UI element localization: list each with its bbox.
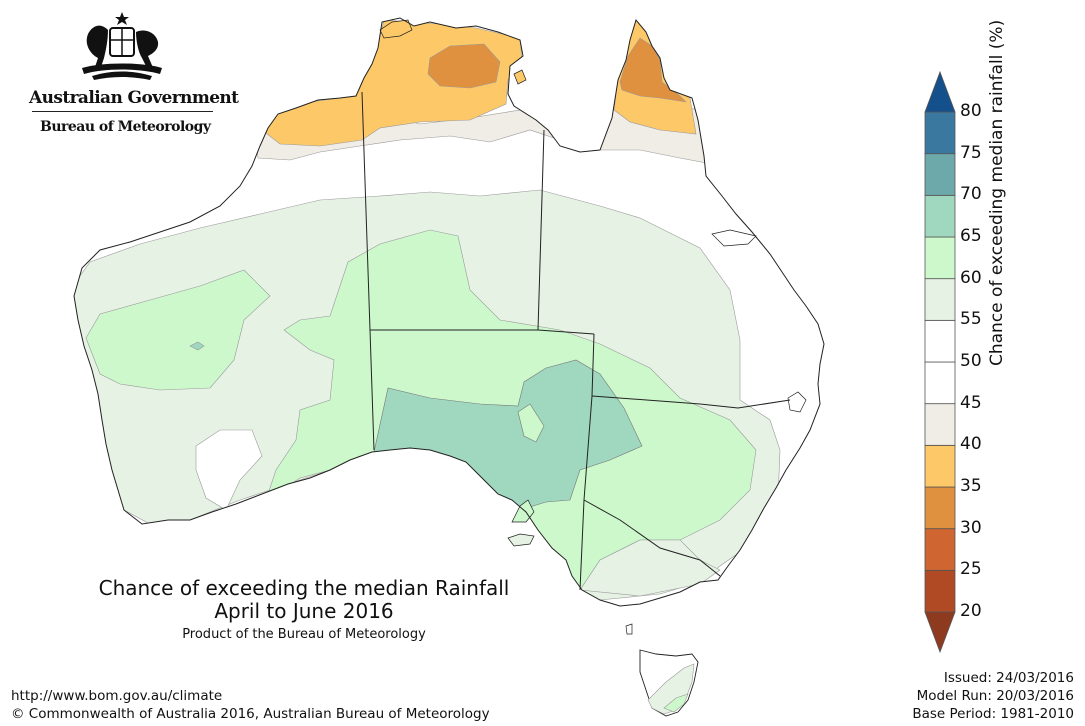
legend-bin-20-25 [924,569,956,613]
border-qld-nsw [591,395,791,409]
zone-white-sw [195,429,263,511]
legend-tick-25: 25 [960,559,982,580]
bom-url-link[interactable]: http://www.bom.gov.au/climate [11,688,223,704]
king-island [625,623,633,635]
legend-tick-60: 60 [960,267,982,288]
legend-tick-75: 75 [960,142,982,163]
map-period: April to June 2016 [214,599,394,623]
coat-of-arms-icon [82,12,162,80]
bureau-name: Bureau of Meteorology [40,119,211,135]
fraser-island [711,229,757,247]
legend-colorbar [924,70,956,654]
border-nt-qld [537,129,545,331]
legend-tick-40: 40 [960,434,982,455]
legend-tick-35: 35 [960,476,982,496]
legend-bin-60-65 [924,236,956,280]
legend-bin-45-50 [924,361,956,405]
zone-65-70-wa [189,341,205,351]
border-sa-east [579,333,595,591]
legend-tick-55: 55 [960,309,982,330]
copyright-notice: © Commonwealth of Australia 2016, Austra… [11,706,490,722]
zone-30-35-nt [427,43,501,89]
government-logo: Australian Government Bureau of Meteorol… [22,10,239,140]
legend-bin-below-20 [924,611,956,654]
legend-tick-65: 65 [960,226,982,246]
tasmania-60-65 [663,693,689,713]
legend-bin-75-80 [924,111,956,155]
legend-bin-35-40 [924,444,956,488]
zone-60-65-sa-hole [517,403,545,443]
melville-island [379,19,413,39]
issued-date: Issued: 24/03/2016 [943,670,1074,686]
logo-divider [32,111,213,112]
legend-bin-70-75 [924,153,956,196]
legend-tick-50: 50 [960,351,982,371]
border-nsw-vic [583,499,721,577]
map-title: Chance of exceeding the median Rainfall [98,576,510,600]
zone-60-65-wa [85,269,271,391]
groote-island [513,69,527,85]
legend-bin-65-70 [924,194,956,238]
legend-tick-45: 45 [960,392,982,413]
legend-tick-30: 30 [960,517,982,538]
legend-bin-above-80 [924,70,956,113]
base-period: Base Period: 1981-2010 [912,706,1074,722]
legend-bin-55-60 [924,278,956,321]
legend-label: Chance of exceeding median rainfall (%) [987,19,1007,366]
state-borders [361,91,791,591]
map-product: Product of the Bureau of Meteorology [182,627,426,642]
legend-bin-40-45 [924,403,956,446]
legend-tick-70: 70 [960,184,982,205]
model-run-date: Model Run: 20/03/2016 [916,688,1074,704]
coastline [73,17,825,607]
legend-bin-50-55 [924,319,956,363]
kangaroo-island [507,533,535,547]
legend-tick-20: 20 [960,601,982,621]
legend-tick-80: 80 [960,101,982,121]
legend-bin-30-35 [924,486,956,530]
legend-bin-25-30 [924,528,956,571]
bribie-island [787,391,807,413]
government-name: Australian Government [29,88,239,108]
